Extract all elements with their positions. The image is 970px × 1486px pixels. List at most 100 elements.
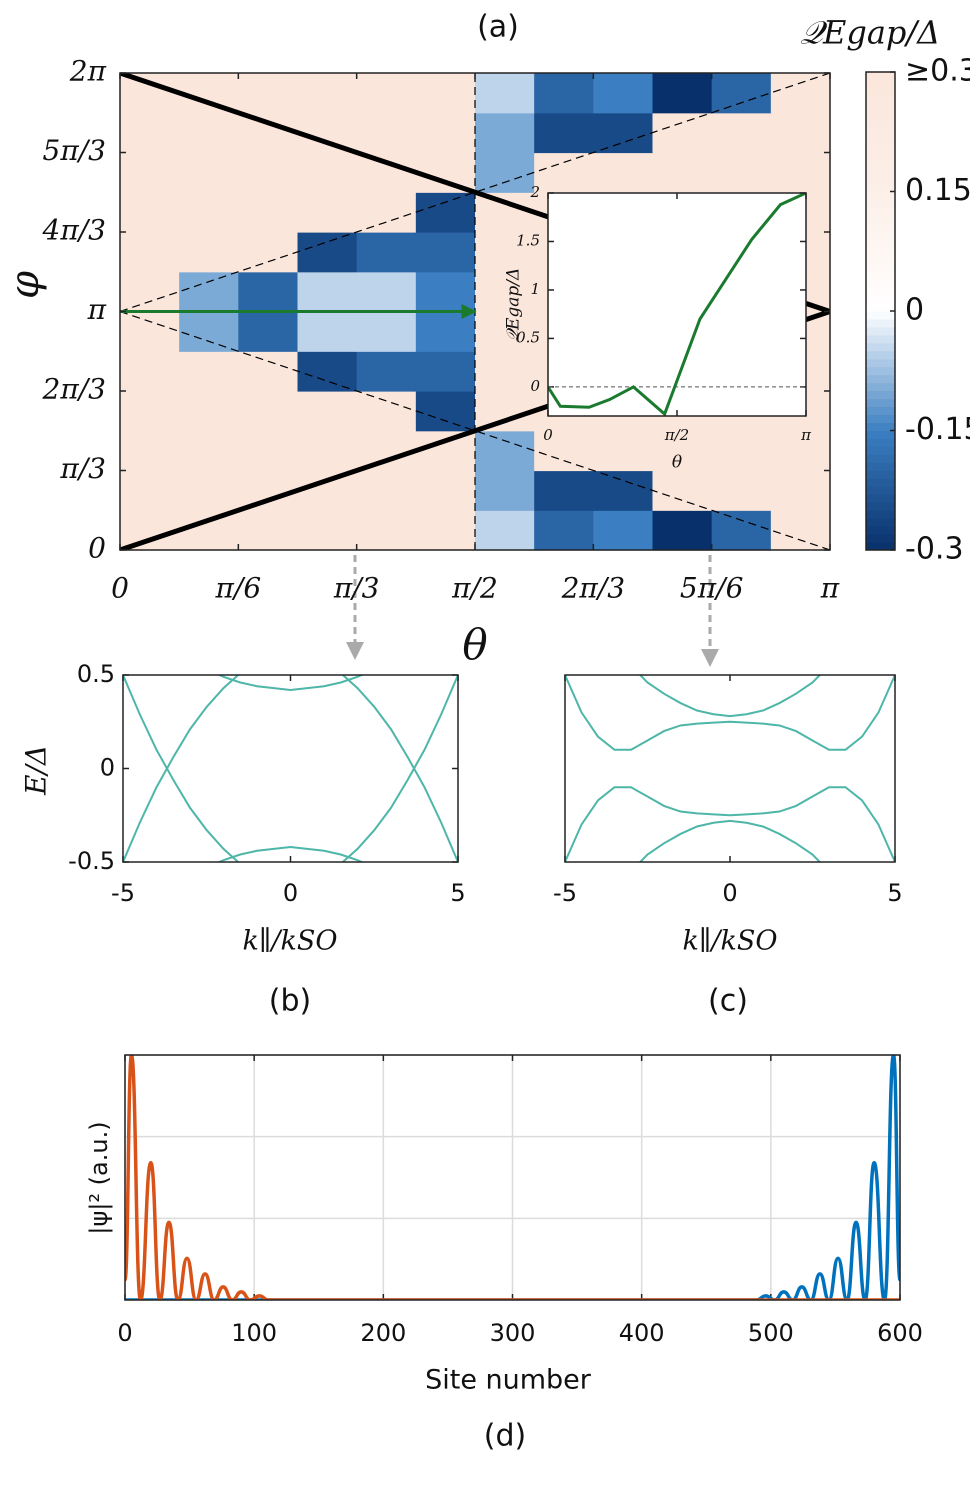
colorbar-swatch bbox=[866, 215, 895, 224]
x-tick-label: π/2 bbox=[451, 572, 498, 605]
colorbar-swatch bbox=[866, 478, 895, 487]
heatmap-cell bbox=[179, 470, 239, 511]
colorbar-swatch bbox=[866, 127, 895, 137]
y-axis-label: φ bbox=[2, 271, 48, 299]
heatmap-cell bbox=[179, 271, 239, 313]
x-tick-label: 5 bbox=[450, 879, 465, 907]
heatmap-cell bbox=[238, 311, 299, 352]
heatmap-cell bbox=[179, 351, 239, 392]
x-tick-label: 200 bbox=[360, 1319, 406, 1347]
heatmap-cell bbox=[179, 73, 239, 114]
heatmap-cell bbox=[297, 271, 358, 313]
panel-title: (a) bbox=[477, 10, 519, 45]
x-tick-label: 500 bbox=[748, 1319, 794, 1347]
colorbar-swatch bbox=[866, 318, 895, 328]
colorbar-tick-label: -0.15 bbox=[905, 412, 970, 447]
heatmap-cell bbox=[415, 311, 476, 352]
heatmap-cell bbox=[593, 510, 654, 551]
colorbar-swatch bbox=[866, 191, 895, 200]
y-tick-label: 0.5 bbox=[516, 328, 540, 346]
heatmap-cell bbox=[475, 470, 535, 511]
heatmap-cell bbox=[593, 73, 654, 114]
heatmap-cell bbox=[179, 192, 239, 233]
colorbar-swatch bbox=[866, 119, 895, 129]
colorbar-swatch bbox=[866, 111, 895, 121]
series-line bbox=[548, 193, 806, 416]
heatmap-cell bbox=[238, 271, 299, 313]
colorbar-swatch bbox=[866, 159, 895, 169]
heatmap-cell bbox=[711, 470, 772, 511]
gray-arrow bbox=[346, 555, 719, 667]
heatmap-cell bbox=[475, 112, 535, 154]
heatmap-cell bbox=[356, 152, 417, 193]
colorbar-swatch bbox=[866, 542, 895, 551]
heatmap-cell bbox=[534, 430, 594, 472]
colorbar-swatch bbox=[866, 247, 895, 256]
heatmap-cell bbox=[415, 391, 476, 432]
x-tick-label: 0 bbox=[543, 426, 553, 444]
y-tick-label: 0.5 bbox=[77, 660, 115, 688]
heatmap-cell bbox=[415, 510, 476, 551]
heatmap-cell bbox=[120, 510, 180, 551]
colorbar-swatch bbox=[866, 342, 895, 352]
y-axis-label: E/Δ bbox=[20, 745, 53, 796]
x-axis-label: Site number bbox=[425, 1365, 592, 1396]
colorbar-swatch bbox=[866, 470, 895, 479]
x-tick-label: π bbox=[820, 572, 840, 605]
heatmap-cell bbox=[534, 510, 594, 551]
heatmap-cell bbox=[179, 152, 239, 193]
heatmap-cell bbox=[297, 430, 358, 472]
heatmap-cell bbox=[297, 510, 358, 551]
colorbar-swatch bbox=[866, 231, 895, 240]
heatmap-cell bbox=[475, 311, 535, 352]
line bbox=[120, 73, 830, 313]
x-tick-label: -5 bbox=[553, 879, 577, 907]
colorbar-swatch bbox=[866, 374, 895, 384]
heatmap-cell bbox=[120, 192, 180, 233]
heatmap-cell bbox=[770, 430, 831, 472]
heatmap-cell bbox=[120, 470, 180, 511]
heatmap-cell bbox=[770, 470, 831, 511]
heatmap-cell bbox=[415, 351, 476, 392]
heatmap-cell bbox=[356, 391, 417, 432]
y-axis-label: 𝒬Egap/Δ bbox=[504, 268, 524, 343]
heatmap-cell bbox=[120, 351, 180, 392]
y-tick-label: 4π/3 bbox=[42, 214, 106, 247]
heatmap-cell bbox=[475, 271, 535, 313]
heatmap-cell bbox=[120, 311, 180, 352]
y-tick-label: 0 bbox=[530, 377, 540, 395]
colorbar-tick-label: 0.15 bbox=[905, 173, 970, 208]
colorbar-swatch bbox=[866, 103, 895, 113]
x-tick-label: π/3 bbox=[333, 572, 380, 605]
colorbar-swatch bbox=[866, 526, 895, 535]
y-tick-label: 2π bbox=[69, 55, 107, 88]
heatmap-cell bbox=[238, 112, 299, 154]
colorbar-swatch bbox=[866, 462, 895, 471]
heatmap-cell bbox=[475, 510, 535, 551]
heatmap-cell bbox=[356, 510, 417, 551]
heatmap-cell bbox=[475, 232, 535, 273]
heatmap-cell bbox=[475, 351, 535, 392]
plot-frame bbox=[122, 674, 459, 863]
heatmap-cell bbox=[297, 192, 358, 233]
colorbar-swatch bbox=[866, 486, 895, 495]
heatmap-cell bbox=[652, 112, 713, 154]
heatmap-cell bbox=[711, 152, 772, 193]
heatmap-cell bbox=[593, 470, 654, 511]
plot-frame bbox=[564, 674, 896, 863]
heatmap-cell bbox=[356, 112, 417, 154]
colorbar-tick-label: -0.3 bbox=[905, 532, 964, 567]
heatmap-cell bbox=[179, 430, 239, 472]
heatmap-cell bbox=[356, 351, 417, 392]
y-tick-label: 1.5 bbox=[516, 231, 540, 249]
heatmap-cell bbox=[415, 470, 476, 511]
heatmap-cell bbox=[475, 152, 535, 193]
x-tick-label: 100 bbox=[231, 1319, 277, 1347]
heatmap-cell bbox=[534, 152, 594, 193]
plot-background bbox=[123, 675, 458, 862]
colorbar-swatch bbox=[866, 382, 895, 392]
series-line bbox=[638, 675, 822, 718]
heatmap-cell bbox=[238, 430, 299, 472]
colorbar-swatch bbox=[866, 334, 895, 344]
